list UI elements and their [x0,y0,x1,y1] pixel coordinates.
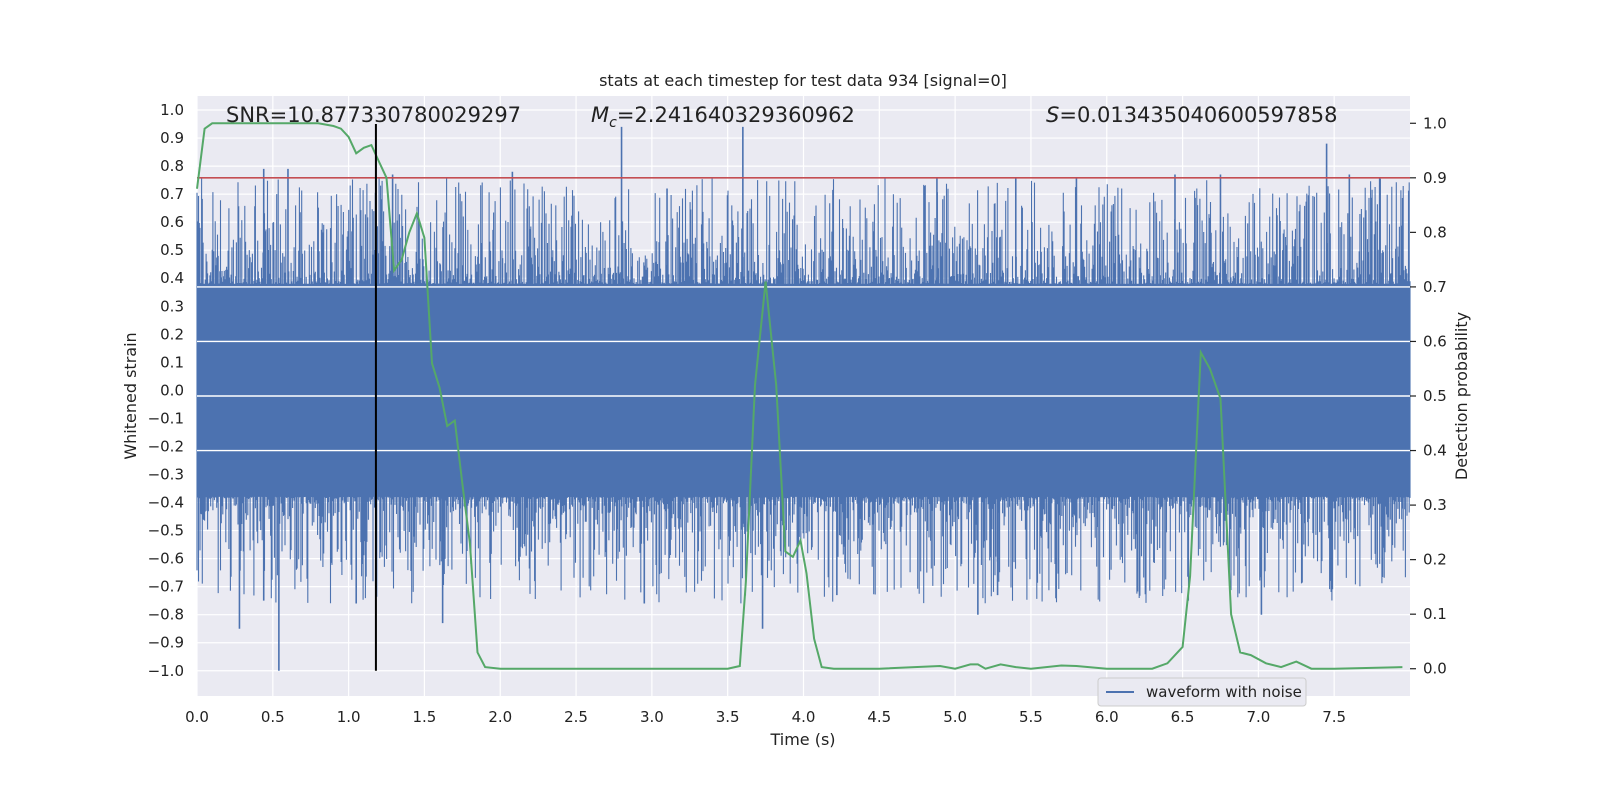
x-tick-label: 1.0 [337,708,361,726]
left-y-tick-label: 1.0 [160,101,184,119]
right-y-tick-label: 0.7 [1423,278,1447,296]
left-y-axis-label: Whitened strain [121,332,140,459]
x-tick-label: 5.5 [1019,708,1043,726]
x-tick-label: 4.0 [792,708,816,726]
x-tick-label: 6.0 [1095,708,1119,726]
grid-lines-overlay [197,286,1410,452]
left-y-tick-label: 0.7 [160,185,184,203]
x-tick-label: 7.0 [1246,708,1270,726]
left-y-tick-label: −0.5 [148,522,184,540]
right-y-axis-label: Detection probability [1452,312,1471,480]
x-tick-label: 6.5 [1171,708,1195,726]
right-y-tick-label: 0.3 [1423,496,1447,514]
left-y-tick-label: 0.2 [160,325,184,343]
waveform-trace [196,177,1411,604]
x-tick-label: 2.5 [564,708,588,726]
left-y-axis-ticks: 1.0 0.9 0.8 0.7 0.6 0.5 0.4 0.3 0.2 0.1 0.0 −0.1 −0.… [148,101,184,680]
x-tick-label: 2.0 [488,708,512,726]
x-tick-label: 0.0 [185,708,209,726]
x-tick-label: 4.5 [867,708,891,726]
right-y-tick-label: 0.5 [1423,387,1447,405]
right-y-tick-label: 0.8 [1423,223,1447,241]
left-y-tick-label: −0.3 [148,466,184,484]
right-y-tick-label: 0.0 [1423,660,1447,678]
legend: waveform with noise [1097,677,1307,707]
left-y-tick-label: 0.3 [160,297,184,315]
probability-series [196,122,1403,670]
chirp-mass-value: =2.241640329360962 [617,103,855,127]
significance-value: =0.013435040600597858 [1059,103,1337,127]
x-axis-label: Time (s) [769,730,835,749]
x-tick-label: 7.5 [1322,708,1346,726]
left-y-tick-label: 0.1 [160,353,184,371]
significance-annotation: S=0.013435040600597858 [1046,103,1337,127]
x-tick-label: 0.5 [261,708,285,726]
left-y-tick-label: 0.6 [160,213,184,231]
x-tick-label: 1.5 [413,708,437,726]
right-y-tick-label: 0.1 [1423,605,1447,623]
x-tick-label: 3.0 [640,708,664,726]
right-y-tick-label: 1.0 [1423,114,1447,132]
left-y-tick-label: 0.4 [160,269,184,287]
left-y-tick-label: −0.6 [148,550,184,568]
left-y-tick-label: −0.2 [148,437,184,455]
right-y-tick-label: 0.6 [1423,332,1447,350]
probability-line [196,122,1403,670]
left-y-tick-label: 0.9 [160,129,184,147]
legend-label: waveform with noise [1146,683,1302,701]
right-y-tick-label: 0.9 [1423,169,1447,187]
chirp-mass-annotation: Mc=2.241640329360962 [591,103,855,131]
snr-annotation: SNR=10.877330780029297 [226,103,521,127]
left-y-tick-label: −0.8 [148,606,184,624]
significance-symbol: S [1046,103,1059,127]
left-y-tick-label: 0.0 [160,381,184,399]
right-y-tick-label: 0.2 [1423,551,1447,569]
chirp-mass-symbol: M [591,103,609,127]
x-tick-label: 5.0 [943,708,967,726]
right-y-tick-label: 0.4 [1423,442,1447,460]
left-y-tick-label: 0.5 [160,241,184,259]
legend-box [1097,677,1307,707]
left-y-tick-label: −0.7 [148,578,184,596]
x-tick-label: 3.5 [716,708,740,726]
left-y-tick-label: −0.1 [148,409,184,427]
chirp-mass-subscript: c [609,115,617,131]
left-y-tick-label: 0.8 [160,157,184,175]
left-y-tick-label: −1.0 [148,662,184,680]
chart-title: stats at each timestep for test data 934… [599,71,1007,90]
right-y-axis-ticks: 1.0 0.9 0.8 0.7 0.6 0.5 0.4 0.3 0.2 0.1 0.0 [1410,114,1447,678]
left-y-tick-label: −0.4 [148,494,184,512]
waveform-series [196,126,1411,671]
x-axis-ticks: 0.0 0.5 1.0 1.5 2.0 2.5 3.0 3.5 4.0 4.5 5.0 5.5 6.0 6… [185,708,1346,726]
left-y-tick-label: −0.9 [148,634,184,652]
